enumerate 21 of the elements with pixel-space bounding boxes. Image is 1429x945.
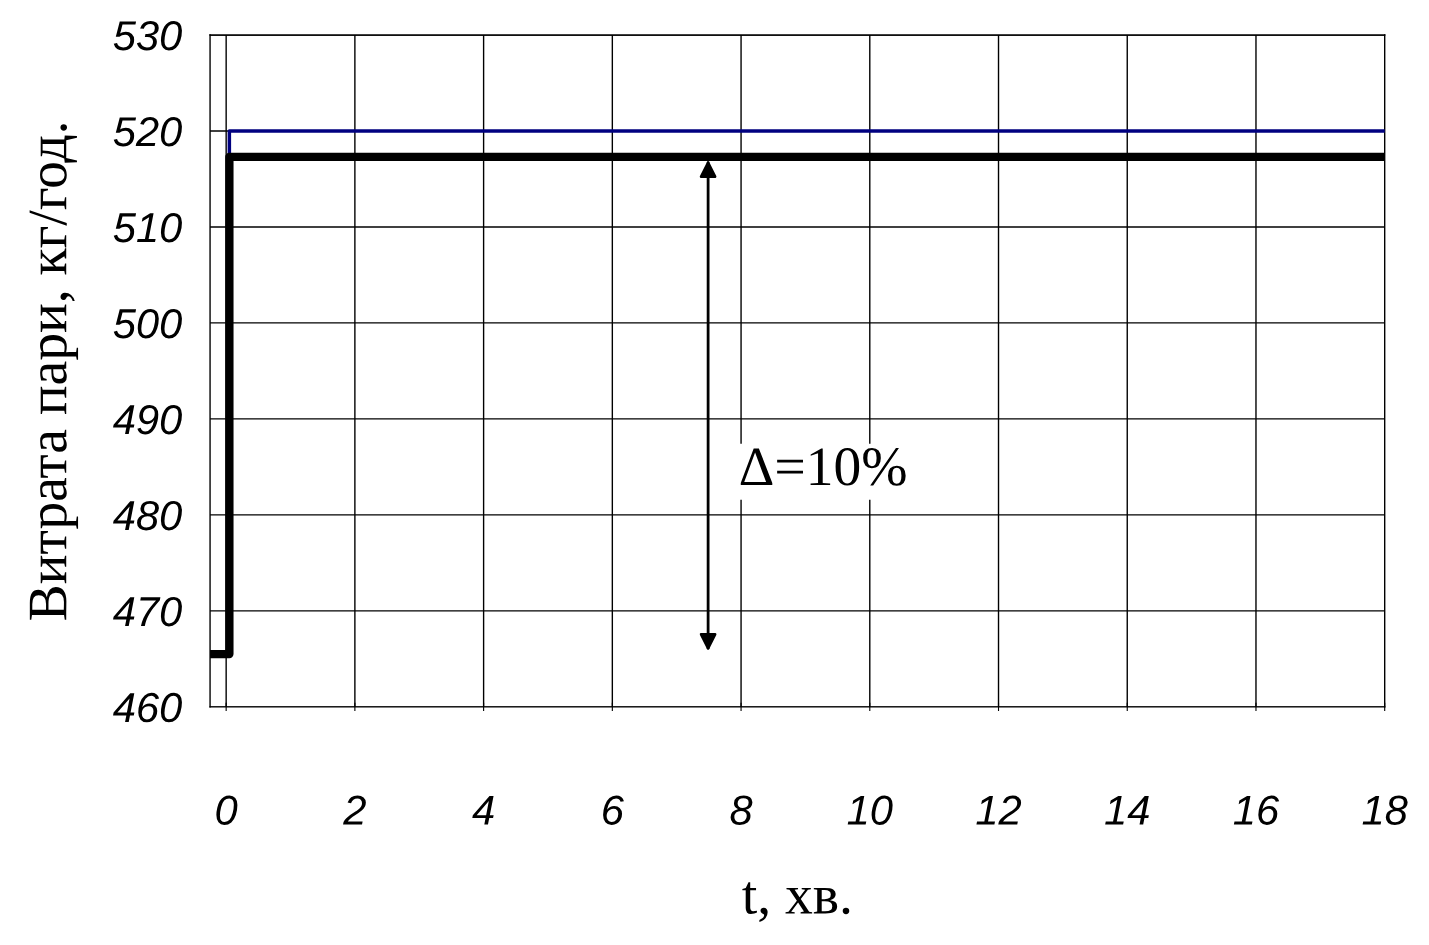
- y-tick-label: 500: [113, 308, 182, 339]
- annotation: Δ=10%: [740, 448, 906, 486]
- x-tick-label: 10: [847, 795, 893, 825]
- x-tick-label: 8: [730, 795, 753, 825]
- y-tick-label: 460: [113, 692, 182, 723]
- y-tick-label: 490: [113, 404, 182, 435]
- y-tick-label: 470: [113, 596, 182, 627]
- x-tick-label: 16: [1233, 795, 1280, 825]
- y-tick-label: 480: [113, 500, 182, 531]
- x-tick-label: 14: [1105, 795, 1149, 825]
- y-tick-label: 510: [113, 212, 182, 243]
- y-tick-label: 530: [113, 20, 182, 51]
- y-axis-title: Витрата пари, кг/год.: [29, 124, 79, 620]
- x-tick-label: 6: [603, 795, 624, 825]
- x-tick-label: 2: [343, 795, 366, 825]
- x-tick-label: 4: [472, 795, 494, 825]
- y-tick-label: 520: [113, 116, 182, 147]
- x-tick-label: 0: [216, 795, 238, 825]
- x-tick-label: 18: [1362, 795, 1408, 825]
- x-axis-title: t, хв.: [742, 882, 850, 922]
- x-tick-label: 12: [976, 795, 1022, 825]
